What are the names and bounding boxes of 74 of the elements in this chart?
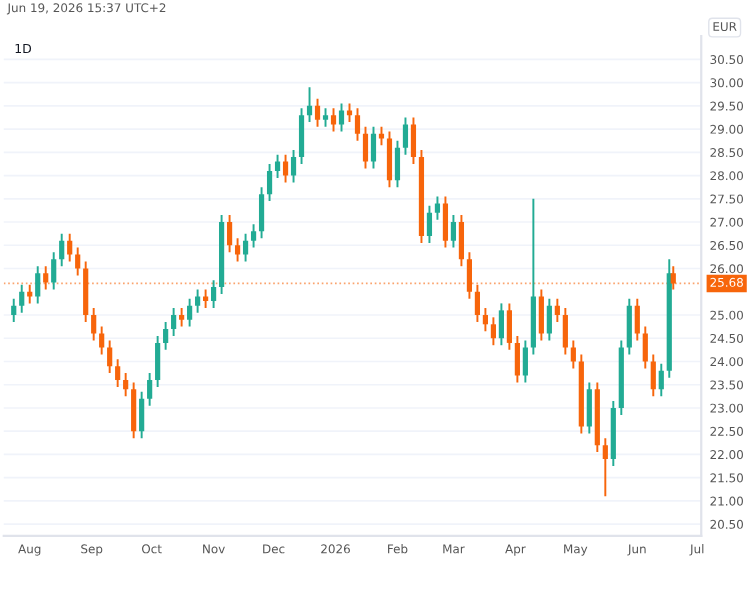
candlestick (442, 195, 449, 249)
candlestick (434, 195, 441, 221)
candlestick (394, 139, 401, 189)
candlestick (179, 307, 185, 328)
candlestick (670, 265, 676, 291)
candlestick (147, 372, 153, 407)
candlestick (59, 232, 65, 268)
candlestick (474, 283, 481, 323)
candlestick (115, 358, 121, 389)
candlestick (266, 162, 273, 203)
candlestick (410, 116, 417, 165)
candlestick (554, 297, 560, 323)
candlestick (11, 297, 17, 323)
candlestick (250, 223, 257, 249)
candlestick (155, 334, 161, 389)
candlestick (75, 246, 81, 277)
candlestick (322, 107, 329, 128)
candlestick (658, 362, 664, 398)
candlestick (35, 265, 41, 305)
candlestick (139, 390, 145, 440)
candlestick (242, 232, 249, 263)
candlestick (386, 130, 393, 189)
candlestick (562, 307, 568, 356)
candlestick (282, 153, 289, 184)
candlestick (123, 372, 129, 398)
candlestick (274, 153, 281, 179)
candlestick (171, 307, 177, 337)
candlestick (83, 260, 89, 323)
candlestick (482, 307, 488, 333)
candlestick (522, 339, 528, 384)
candlestick (107, 339, 113, 375)
candlestick (211, 279, 217, 309)
candlestick (226, 214, 233, 254)
candlestick (570, 339, 576, 370)
candlestick (258, 186, 265, 240)
candlestick (538, 288, 544, 342)
candlestick (458, 214, 465, 268)
candlestick (163, 321, 169, 351)
candlestick (338, 102, 345, 133)
candlestick (195, 288, 201, 314)
candlestick (498, 302, 504, 347)
candlestick (450, 214, 457, 249)
candlestick (626, 297, 632, 356)
candlestick (91, 307, 97, 342)
candlestick (51, 251, 57, 291)
candlestick (506, 302, 512, 351)
candlestick (43, 265, 49, 291)
candlestick (354, 107, 361, 142)
candlestick (650, 353, 656, 398)
candlestick (290, 149, 297, 184)
candlestick (203, 288, 209, 309)
candlestick (546, 297, 552, 342)
candlestick (346, 102, 353, 124)
candlestick (402, 116, 409, 156)
candlestick (466, 251, 473, 300)
candlestick (362, 125, 369, 170)
candlestick (306, 86, 313, 124)
candlestick (490, 316, 496, 347)
candlestick (330, 107, 337, 133)
candlestick (99, 325, 105, 356)
candlestick (426, 204, 433, 244)
candlestick (131, 381, 137, 440)
candlestick (67, 232, 73, 263)
candlestick (370, 125, 377, 170)
candlestick (298, 107, 305, 165)
candlestick (514, 334, 520, 384)
candlestick (602, 437, 608, 498)
candlestick (314, 97, 321, 128)
candlestick (586, 381, 592, 435)
candlestick (234, 237, 241, 263)
candlestick (19, 283, 25, 314)
candlestick (634, 297, 640, 342)
candlestick (642, 325, 648, 370)
candlestick (187, 297, 193, 328)
